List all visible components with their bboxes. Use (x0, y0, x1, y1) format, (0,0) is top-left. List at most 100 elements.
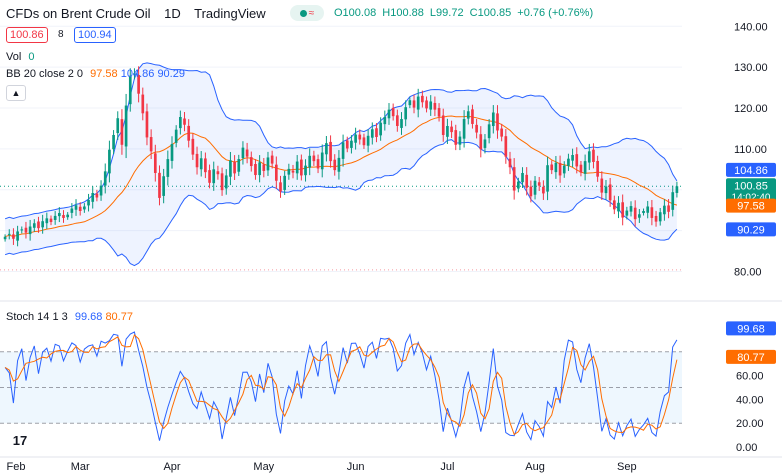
candle (224, 169, 228, 195)
candle-body (300, 159, 303, 176)
candle (166, 150, 170, 186)
candle (158, 165, 161, 206)
candle-body (358, 134, 362, 140)
candle (208, 164, 211, 189)
candle (341, 134, 345, 167)
stochastic-pane[interactable] (0, 300, 782, 441)
candle-body (149, 137, 153, 152)
candle (466, 105, 470, 125)
candle (562, 161, 566, 178)
price-tick-label: 140.00 (734, 21, 768, 33)
bollinger-lower-tag: 90.29 (726, 222, 776, 237)
bollinger-lower-tag-bg (726, 222, 776, 237)
candle-body (245, 149, 249, 157)
time-axis-label: Jun (347, 461, 365, 473)
candle-body (158, 172, 161, 198)
candle (66, 212, 70, 220)
bollinger-upper-value: 104.86 (120, 68, 155, 80)
price-tick-label: 80.00 (734, 266, 762, 278)
candle (471, 104, 474, 129)
candle-body (446, 125, 449, 137)
symbol-header[interactable]: CFDs on Brent Crude Oil 1D TradingView (6, 6, 276, 21)
candle (558, 155, 562, 183)
wave-icon: ≈ (308, 7, 315, 19)
candle (400, 112, 403, 135)
candle (433, 96, 437, 117)
candle (650, 199, 654, 226)
bollinger-lower-tag-text: 90.29 (737, 224, 765, 236)
candle-body (466, 111, 470, 119)
candle (375, 123, 378, 143)
candle-body (262, 164, 266, 171)
candle-body (387, 109, 391, 119)
candle (487, 119, 491, 144)
candle-body (429, 101, 433, 110)
stoch-legend[interactable]: Stoch 14 1 3 99.68 80.77 (6, 311, 133, 323)
candle-body (441, 115, 445, 135)
bollinger-legend[interactable]: BB 20 close 2 0 97.58 104.86 90.29 (6, 68, 185, 80)
candle (617, 196, 620, 219)
candle-body (120, 119, 124, 145)
collapse-legend-button[interactable]: ▲ (6, 85, 26, 101)
candle-body (295, 161, 299, 174)
candle (262, 157, 266, 178)
volume-legend[interactable]: Vol 0 (6, 51, 34, 63)
candle-body (41, 221, 44, 228)
candle (504, 129, 508, 164)
candle-body (487, 124, 491, 139)
candle-body (433, 102, 437, 110)
candle (412, 94, 416, 114)
axis-labels: 140.00130.00120.00110.0090.0080.00104.86… (7, 21, 776, 473)
candle (354, 127, 357, 150)
candle (78, 202, 82, 216)
candle (450, 120, 453, 139)
bollinger-upper-tag-bg (726, 162, 776, 177)
candle (592, 143, 595, 169)
candle (304, 159, 307, 182)
candlestick-series[interactable] (3, 66, 679, 247)
bollinger-lower-line (4, 139, 678, 267)
candle (337, 150, 341, 180)
candle (395, 109, 399, 132)
ohlc-close: C100.85 (469, 7, 512, 19)
candle-body (471, 109, 474, 124)
candle (333, 154, 337, 176)
candle-body (341, 142, 345, 159)
candle (300, 154, 303, 181)
candle (621, 194, 625, 226)
candle (179, 110, 182, 135)
candle-body (74, 205, 78, 210)
market-status-pill[interactable]: ≈ (290, 5, 324, 21)
candle-body (587, 151, 591, 163)
candle (70, 203, 74, 219)
buy-price-button[interactable]: 100.94 (74, 27, 116, 43)
candle-body (379, 122, 382, 136)
candle-body (166, 159, 170, 177)
candle-body (450, 126, 453, 133)
candle (600, 171, 604, 200)
candle (421, 90, 424, 108)
candle (554, 156, 558, 179)
candle-body (638, 214, 641, 218)
candle (112, 130, 115, 155)
candle-body (533, 180, 537, 195)
bollinger-upper-tag-text: 104.86 (734, 165, 768, 177)
candle-body (567, 158, 570, 166)
symbol-title[interactable]: CFDs on Brent Crude Oil (6, 6, 151, 21)
tradingview-logo-icon[interactable]: 17 (6, 430, 34, 450)
interval-label[interactable]: 1D (164, 6, 181, 21)
candle-body (437, 108, 441, 117)
price-tick-label: 130.00 (734, 62, 768, 74)
candle-body (500, 128, 503, 137)
candle (675, 181, 679, 198)
candle (16, 225, 19, 247)
candle-body (66, 214, 70, 218)
candle (37, 216, 40, 233)
stoch-tick-label: 40.00 (736, 394, 764, 406)
candle-body (579, 164, 583, 173)
candle-body (633, 207, 637, 220)
candle-body (554, 162, 558, 173)
candle-body (49, 218, 53, 223)
sell-price-button[interactable]: 100.86 (6, 27, 48, 43)
